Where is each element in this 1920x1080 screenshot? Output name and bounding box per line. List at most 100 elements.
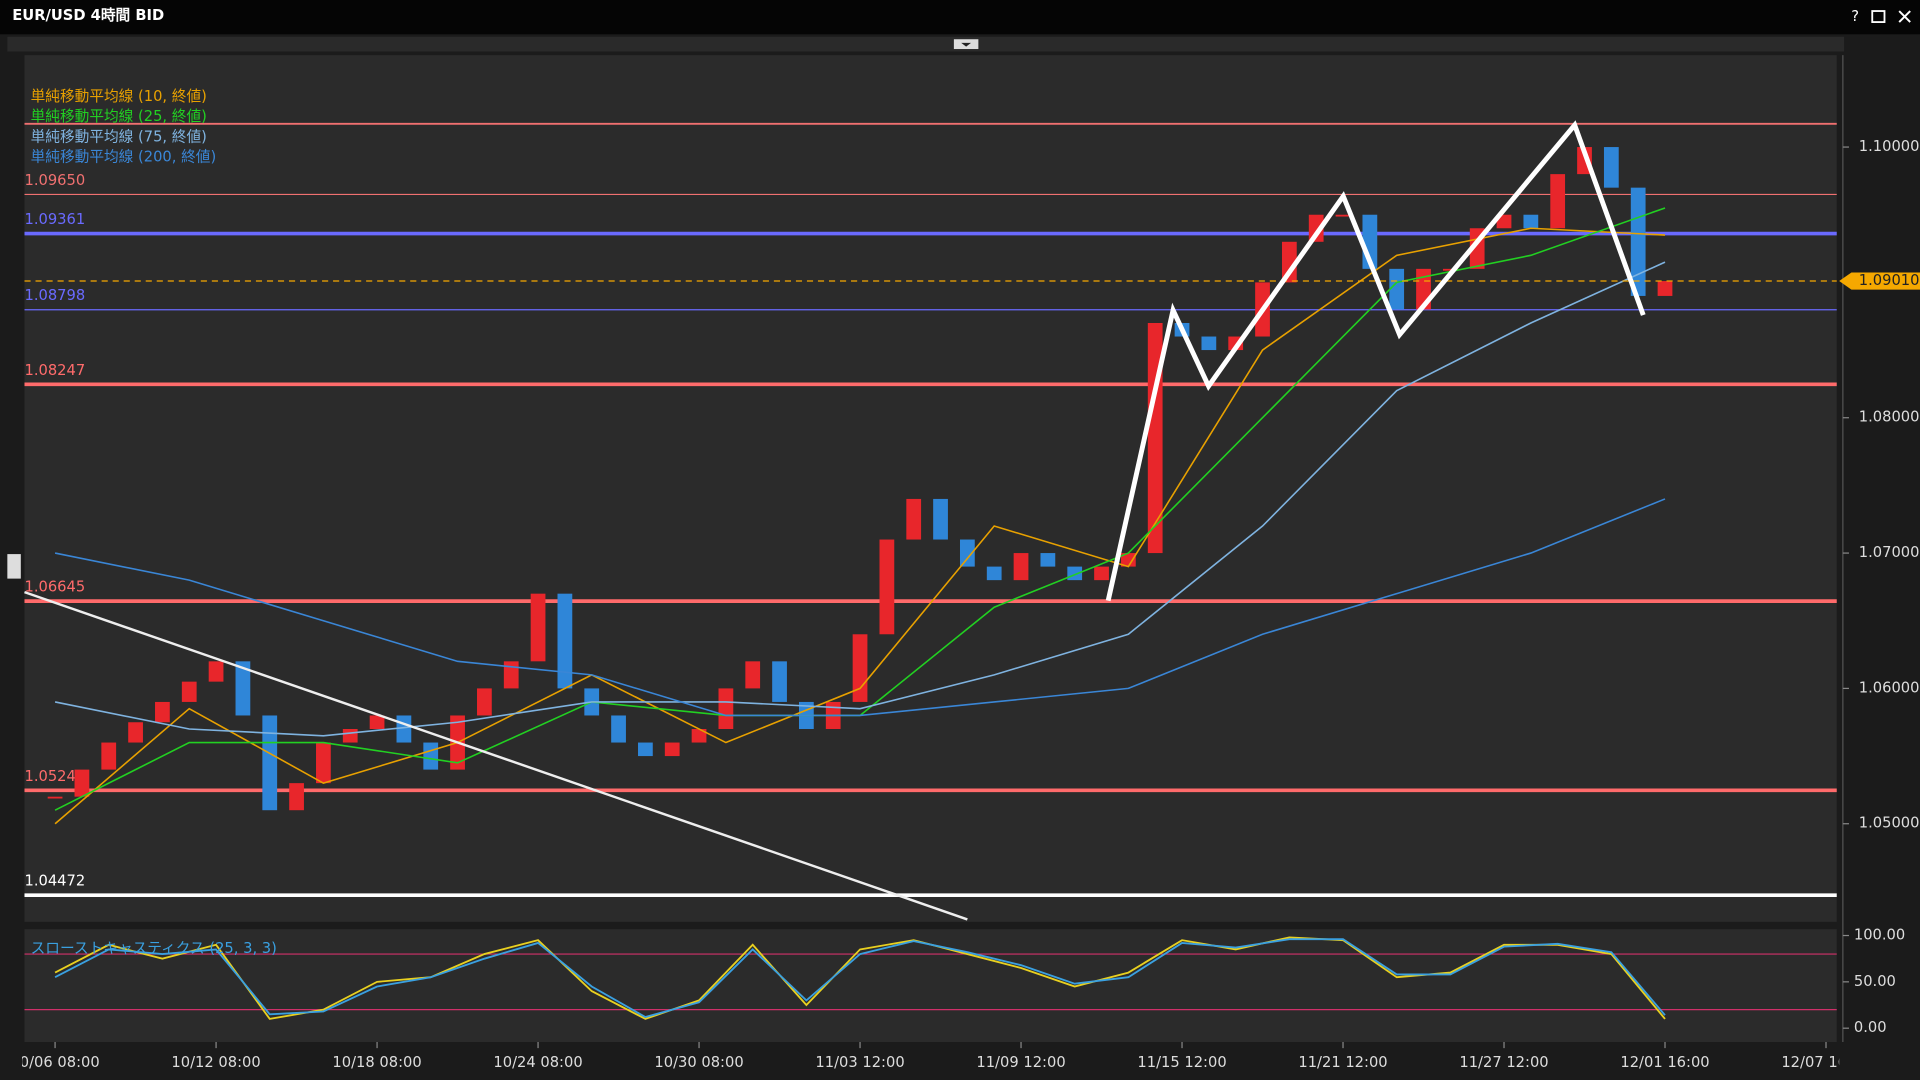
maximize-button[interactable]	[1871, 10, 1886, 23]
x-tick-label: 11/15 12:00	[1137, 1054, 1226, 1071]
candle	[1013, 553, 1029, 581]
candle	[155, 701, 170, 723]
candle	[1389, 268, 1405, 310]
current-price-label: 1.09010	[1859, 272, 1920, 289]
candle	[396, 715, 412, 743]
x-tick-label: 11/09 12:00	[976, 1054, 1065, 1071]
x-tick-label: 12/01 16:00	[1620, 1054, 1709, 1071]
y-tick-label: 0.00	[1854, 1019, 1887, 1036]
window-title: EUR/USD 4時間 BID	[12, 6, 164, 24]
x-axis: 10/06 08:00 10/12 08:00 10/18 08:00 10/24 0…	[22, 1041, 1870, 1071]
title-bar	[0, 0, 1920, 35]
candle	[638, 742, 653, 757]
y-tick-label: 50.00	[1854, 973, 1896, 990]
candle	[906, 498, 922, 540]
indicator-title: スローストキャスティクス (25, 3, 3)	[31, 940, 277, 957]
candle	[959, 539, 975, 567]
current-price-tag	[1839, 272, 1920, 290]
y-tick-label: 1.05000	[1859, 815, 1920, 832]
candle	[1657, 281, 1673, 296]
sub-panel	[24, 929, 1837, 1042]
stochastic-line	[54, 938, 1666, 1019]
level-label: 1.04472	[24, 873, 85, 890]
y-tick-label: 1.06000	[1859, 679, 1920, 696]
candle	[1630, 187, 1646, 296]
legend-entry: 単純移動平均線 (25, 終値)	[31, 108, 207, 125]
legend-entry: 単純移動平均線 (75, 終値)	[31, 128, 207, 145]
x-tick-label: 10/30 08:00	[654, 1054, 743, 1071]
toolbar-strip	[7, 36, 1845, 52]
candle	[879, 539, 895, 635]
level-label: 1.08798	[24, 287, 85, 304]
trend-line	[24, 590, 968, 921]
stochastic-line	[54, 936, 1666, 1020]
x-tick-label: 10/12 08:00	[171, 1054, 260, 1071]
candle	[986, 566, 1002, 581]
candle	[530, 593, 546, 662]
close-button[interactable]	[1898, 10, 1911, 23]
level-label: 1.09650	[24, 172, 85, 189]
candle	[745, 661, 761, 689]
x-tick-label: 11/03 12:00	[815, 1054, 904, 1071]
sma-line	[54, 261, 1666, 737]
candle	[1335, 214, 1351, 217]
side-toggle[interactable]	[7, 554, 21, 579]
help-button[interactable]: ?	[1851, 8, 1859, 25]
x-tick-label: 10/18 08:00	[332, 1054, 421, 1071]
x-tick-label: 12/07 16:00	[1781, 1054, 1870, 1071]
candle	[1308, 214, 1324, 242]
candle	[933, 498, 948, 540]
candle	[611, 715, 626, 743]
candle	[47, 796, 63, 799]
candle	[691, 729, 707, 743]
legend-entry: 単純移動平均線 (200, 終値)	[31, 149, 217, 166]
candle	[1603, 147, 1619, 188]
candle	[557, 593, 573, 689]
candle	[128, 722, 143, 743]
candle	[1523, 214, 1539, 229]
candle	[235, 661, 251, 716]
candle	[503, 661, 519, 689]
x-tick-label: 10/24 08:00	[493, 1054, 582, 1071]
candle	[1496, 214, 1512, 229]
candle	[664, 742, 680, 757]
sma-line	[54, 227, 1666, 825]
collapse-icon	[961, 42, 972, 47]
candle	[852, 634, 868, 702]
candle	[369, 715, 385, 730]
candle	[1040, 553, 1056, 567]
y-tick-label: 1.10000	[1859, 138, 1920, 155]
candle	[423, 742, 439, 770]
candle	[101, 742, 117, 770]
level-label: 1.09361	[24, 211, 85, 228]
candle	[342, 729, 358, 743]
candle	[1120, 553, 1136, 567]
candle	[74, 769, 90, 797]
level-label: 1.06645	[24, 579, 85, 596]
y-tick-label: 1.08000	[1859, 409, 1920, 426]
y-tick-label: 1.07000	[1859, 544, 1920, 561]
drawings	[24, 120, 1646, 921]
stochastic-chart: 0.00 50.00 100.00 スローストキャスティクス (25, 3, 3)	[24, 927, 1905, 1036]
candle	[289, 783, 304, 811]
candle	[262, 715, 278, 811]
y-tick-label: 100.00	[1854, 927, 1905, 944]
candle	[1201, 336, 1217, 351]
candle	[316, 742, 331, 784]
level-label: 1.05247	[24, 768, 85, 785]
candle	[208, 661, 224, 682]
candle	[477, 688, 492, 716]
level-label: 1.08247	[24, 362, 85, 379]
x-tick-label: 11/27 12:00	[1459, 1054, 1548, 1071]
candle	[181, 681, 197, 702]
candle	[772, 661, 787, 702]
candle	[1550, 174, 1566, 229]
sma-line	[54, 498, 1666, 717]
candle	[718, 688, 734, 730]
candle	[1094, 566, 1109, 581]
legend-entry: 単純移動平均線 (10, 終値)	[31, 88, 207, 105]
candle	[1442, 268, 1458, 271]
x-tick-label: 11/21 12:00	[1298, 1054, 1387, 1071]
